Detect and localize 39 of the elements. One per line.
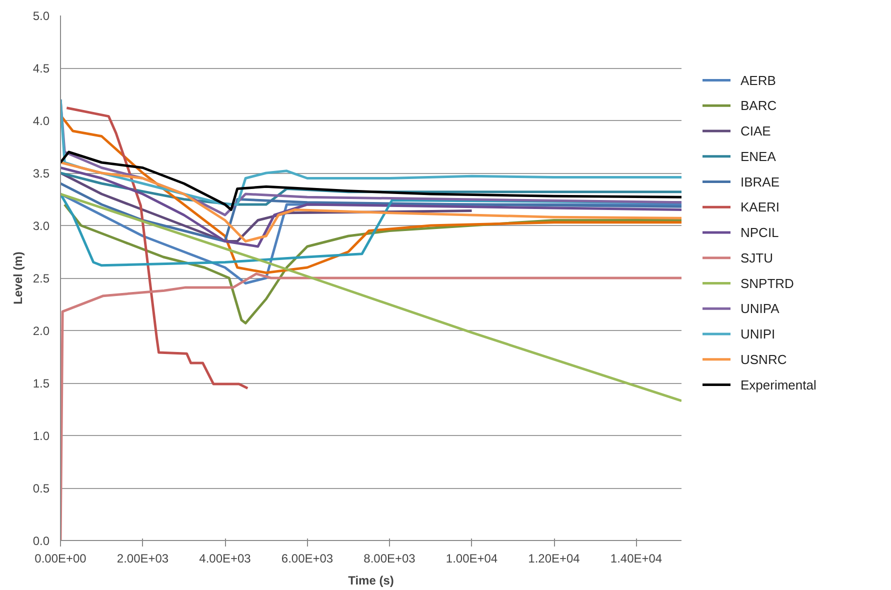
line-series <box>60 150 682 211</box>
line-series <box>65 106 249 390</box>
legend-label: ENEA <box>740 148 776 164</box>
y-tick-label: 4.5 <box>32 62 50 76</box>
legend-label: UNIPA <box>740 301 780 316</box>
x-tick-label: 1.00E+04 <box>446 552 498 566</box>
legend-label: NPCIL <box>740 225 779 240</box>
line-series <box>60 114 682 274</box>
legend-label: UNIPI <box>740 326 776 342</box>
legend-label: KAERI <box>740 200 780 215</box>
y-axis-title: Level (m) <box>10 252 25 304</box>
y-tick-label: 3.5 <box>32 166 50 180</box>
legend-label: SJTU <box>740 250 773 266</box>
x-tick-label: 8.00E+03 <box>364 552 416 566</box>
legend-label: AERB <box>740 72 776 88</box>
line-series <box>60 182 682 242</box>
x-tick-label: 6.00E+03 <box>281 552 334 566</box>
x-tick-label: 4.00E+03 <box>199 552 252 566</box>
legend-label: Experimental <box>740 377 816 392</box>
y-tick-label: 0.0 <box>32 534 50 548</box>
y-tick-label: 3.0 <box>32 219 50 233</box>
legend-label: USNRC <box>740 352 787 367</box>
line-series <box>60 192 682 402</box>
legend-label: SNPTRD <box>740 276 794 291</box>
y-tick-label: 0.5 <box>32 482 50 496</box>
legend-label: CIAE <box>740 124 772 138</box>
x-axis-title: Time (s) <box>348 574 394 588</box>
legend-label: BARC <box>740 98 777 114</box>
x-tick-label: 1.20E+04 <box>528 552 580 566</box>
x-tick-label: 2.00E+03 <box>116 552 169 566</box>
y-tick-label: 5.0 <box>32 9 50 23</box>
y-tick-label: 1.0 <box>32 429 50 443</box>
legend-label: IBRAE <box>740 174 780 190</box>
y-tick-label: 2.5 <box>32 272 50 286</box>
y-tick-label: 2.0 <box>32 324 50 338</box>
x-tick-label: 0.00E+00 <box>34 552 87 566</box>
y-tick-label: 4.0 <box>32 114 50 128</box>
x-tick-label: 1.40E+04 <box>610 552 662 566</box>
y-tick-label: 1.5 <box>32 376 50 390</box>
